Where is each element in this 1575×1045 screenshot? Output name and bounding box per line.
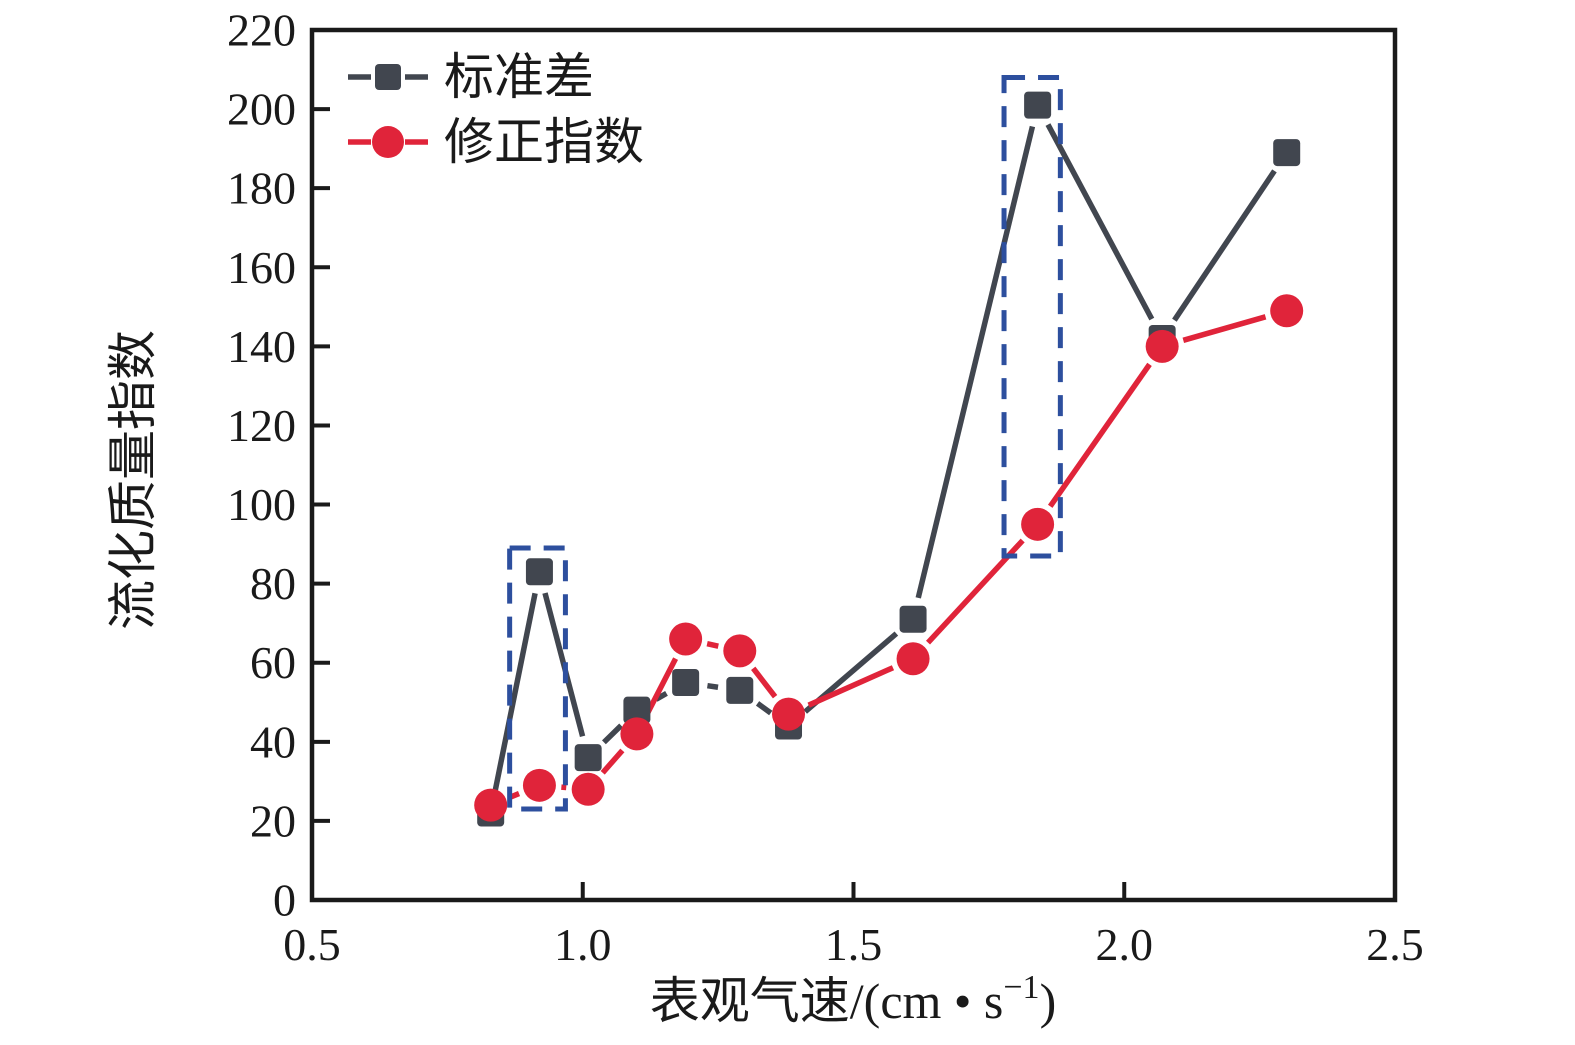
data-point-circle [772,698,805,731]
data-point-square [900,606,927,633]
legend-label: 修正指数 [444,114,644,170]
y-tick-label: 160 [227,242,296,293]
series-line-std [495,593,535,791]
x-axis-title: 表观气速/(cm • s−1) [650,969,1056,1029]
series-line-corrected [511,794,519,797]
data-point-circle [1021,508,1054,541]
data-point-circle [1146,330,1179,363]
series-line-corrected [1183,317,1265,341]
series-line-corrected [753,668,775,696]
data-point-circle [897,642,930,675]
series-line-std [707,686,718,688]
data-point-circle [620,717,653,750]
data-point-circle [523,769,556,802]
y-tick-label: 20 [250,795,296,846]
series-line-std [1174,171,1274,320]
series-line-corrected [603,750,623,772]
y-tick-label: 120 [227,400,296,451]
y-tick-label: 0 [273,875,296,926]
y-tick-label: 100 [227,479,296,530]
y-tick-label: 200 [227,84,296,135]
legend-circle-marker [372,126,404,158]
series-line-corrected [1050,364,1149,506]
data-point-circle [669,623,702,656]
data-point-circle [474,789,507,822]
x-tick-label: 2.5 [1366,919,1424,970]
series-line-std [918,127,1032,598]
data-point-square [672,669,699,696]
y-tick-label: 40 [250,716,296,767]
data-point-circle [723,634,756,667]
data-point-square [1273,139,1300,166]
y-tick-label: 60 [250,637,296,688]
series-line-corrected [647,659,676,715]
y-tick-label: 80 [250,558,296,609]
highlight-box [1004,77,1060,556]
legend-label: 标准差 [444,49,594,105]
data-point-square [575,744,602,771]
data-point-circle [1270,294,1303,327]
x-tick-label: 1.0 [554,919,612,970]
series-line-std [758,703,771,713]
y-tick-label: 140 [227,321,296,372]
legend-square-marker [375,64,401,90]
y-axis-title: 流化质量指数 [105,330,161,630]
x-tick-label: 1.5 [825,919,883,970]
series-line-std [604,726,621,743]
data-point-square [1024,92,1051,119]
series-line-std [1048,125,1152,320]
x-tick-label: 2.0 [1096,919,1154,970]
data-point-square [526,558,553,585]
data-point-circle [572,773,605,806]
y-tick-label: 220 [227,5,296,56]
series-line-corrected [707,644,718,646]
x-tick-label: 0.5 [283,919,341,970]
data-point-square [726,677,753,704]
y-tick-label: 180 [227,163,296,214]
